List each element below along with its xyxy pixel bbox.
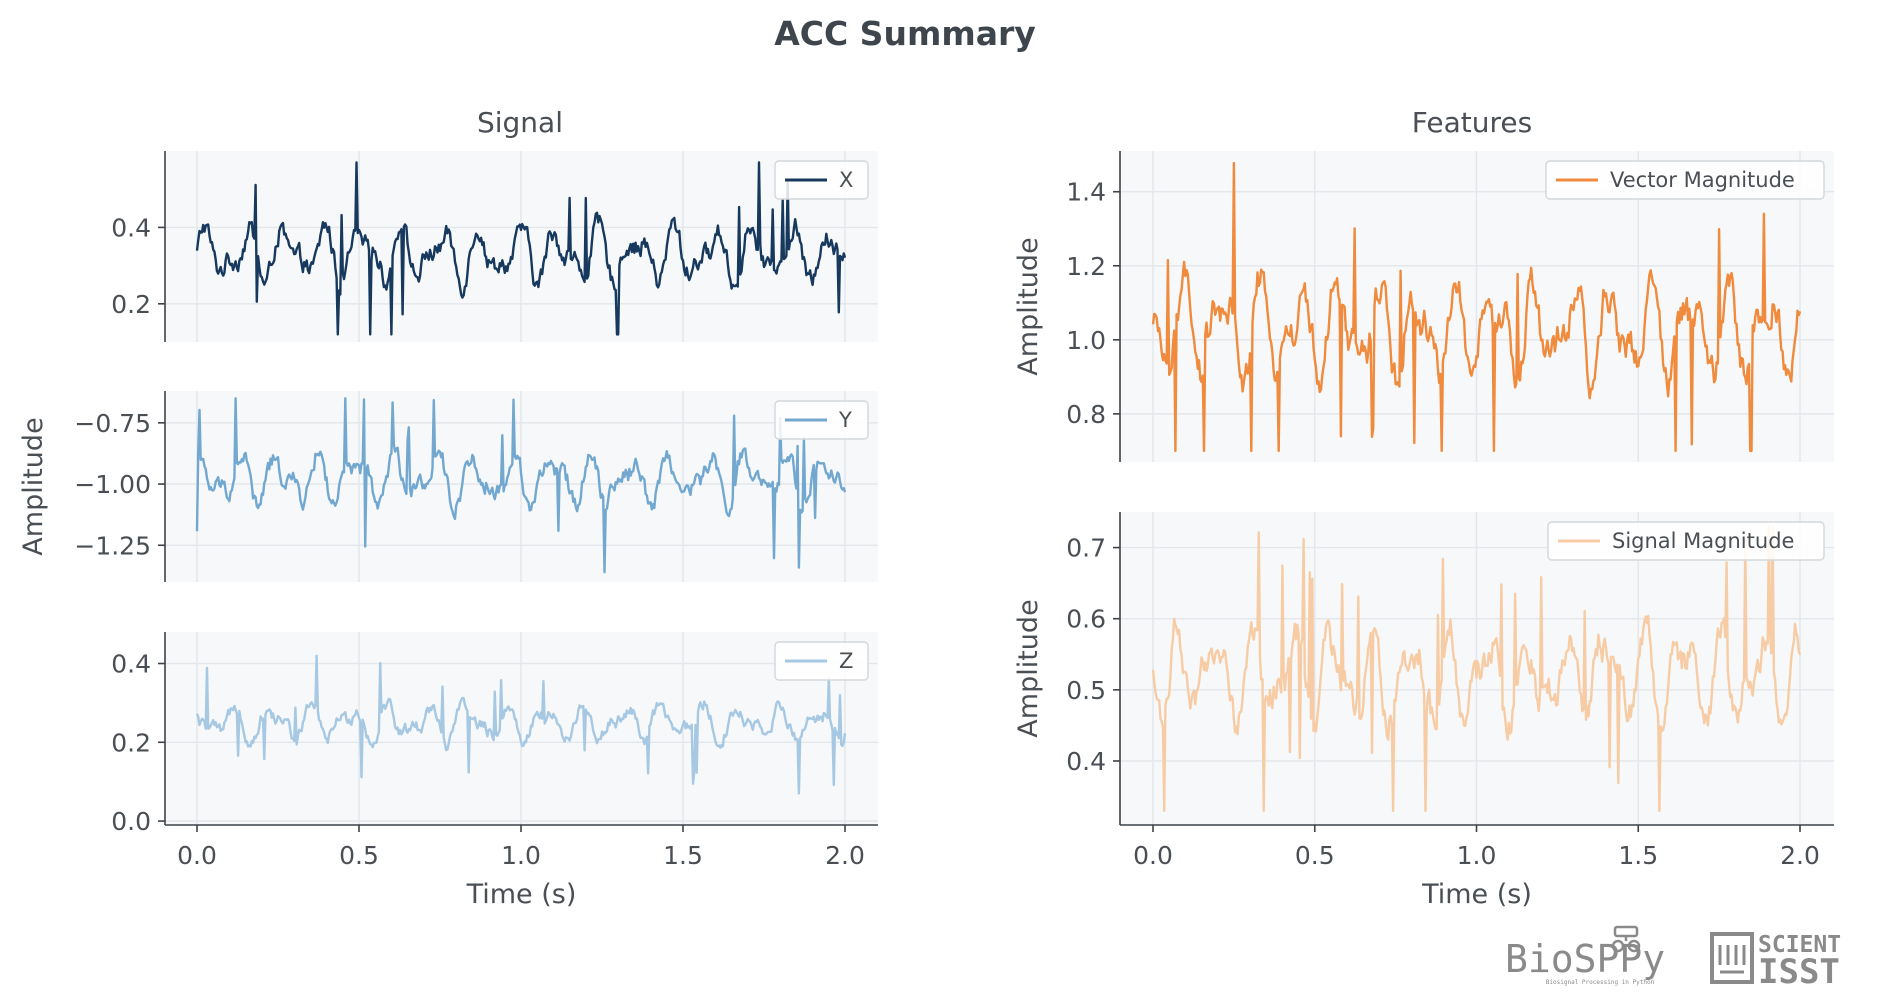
scientisst-logo: SCIENT ISST <box>1710 932 1841 992</box>
y-tick-label: 0.6 <box>1066 605 1106 634</box>
legend-box <box>1545 160 1825 200</box>
features-column-title: Features <box>1412 106 1532 139</box>
robot-icon <box>1611 925 1641 953</box>
subplot-2: −0.75 −1.00 −1.25 Amplitude Y <box>18 391 878 582</box>
scientisst-logo-top: SCIENT <box>1758 932 1841 958</box>
y-tick-label: 0.4 <box>111 650 151 679</box>
x-axis-label: Time (s) <box>466 879 577 910</box>
x-tick-label: 1.0 <box>501 841 541 870</box>
series-line-x <box>195 161 847 336</box>
y-tick-label: 0.2 <box>111 290 151 319</box>
x-tick-label: 1.0 <box>1457 841 1497 870</box>
x-tick-label: 0.5 <box>339 841 379 870</box>
series-line-z <box>195 654 847 795</box>
x-tick-label: 0.0 <box>1133 841 1173 870</box>
legend-box <box>1547 521 1825 561</box>
y-tick-label: 0.8 <box>1066 400 1106 429</box>
x-tick-label: 1.5 <box>1618 841 1658 870</box>
y-tick-label: −1.00 <box>74 470 151 499</box>
y-tick-label: −0.75 <box>74 409 151 438</box>
y-tick-label: 0.4 <box>1066 747 1106 776</box>
biosppy-logo-subtext: Biosignal Processing in Python <box>1546 979 1655 986</box>
y-tick-label: 1.2 <box>1066 252 1106 281</box>
legend-label: X <box>839 168 853 192</box>
series-line-y <box>195 397 847 574</box>
legend-label: Signal Magnitude <box>1612 529 1794 553</box>
biosppy-logo-text: BioSPPy <box>1505 937 1665 981</box>
series-line-signal-magnitude <box>1151 525 1802 812</box>
x-tick-label: 2.0 <box>825 841 865 870</box>
y-axis-label: Amplitude <box>18 417 49 555</box>
y-tick-label: 0.0 <box>111 807 151 836</box>
subplot-1: 0.2 0.4 X <box>111 151 878 342</box>
x-tick-label: 1.5 <box>663 841 703 870</box>
subplot-5: 0.7 0.6 0.5 0.4 0.0 0.5 1.0 1.5 2.0 Time (s) Ampli… <box>1013 512 1834 910</box>
y-tick-label: 0.7 <box>1066 534 1106 563</box>
figure-title: ACC Summary <box>774 14 1036 53</box>
x-tick-label: 0.0 <box>177 841 217 870</box>
series-line-vector-magnitude <box>1151 161 1802 453</box>
subplot-4: 1.4 1.2 1.0 0.8 Amplitude Vector Magnitude <box>1013 151 1834 462</box>
y-tick-label: 1.4 <box>1066 178 1106 207</box>
y-axis-label: Amplitude <box>1013 237 1044 375</box>
scientisst-mark-icon <box>1710 932 1754 984</box>
signal-column-title: Signal <box>477 106 563 139</box>
y-tick-label: 0.5 <box>1066 676 1106 705</box>
x-tick-label: 2.0 <box>1780 841 1820 870</box>
biosppy-logo: BioSPPy Biosignal Processing in Python <box>1505 925 1665 986</box>
legend-label: Z <box>839 649 853 673</box>
x-tick-label: 0.5 <box>1295 841 1335 870</box>
legend-label: Y <box>838 408 852 432</box>
y-tick-label: 1.0 <box>1066 326 1106 355</box>
y-tick-label: −1.25 <box>74 531 151 560</box>
y-axis-label: Amplitude <box>1013 599 1044 737</box>
subplot-3: 0.0 0.2 0.4 0.0 0.5 1.0 1.5 2.0 Time (s) Z <box>111 632 878 910</box>
y-tick-label: 0.2 <box>111 728 151 757</box>
y-tick-label: 0.4 <box>111 213 151 242</box>
x-axis-label: Time (s) <box>1421 879 1532 910</box>
legend-label: Vector Magnitude <box>1610 168 1795 192</box>
scientisst-logo-bottom: ISST <box>1758 952 1840 992</box>
